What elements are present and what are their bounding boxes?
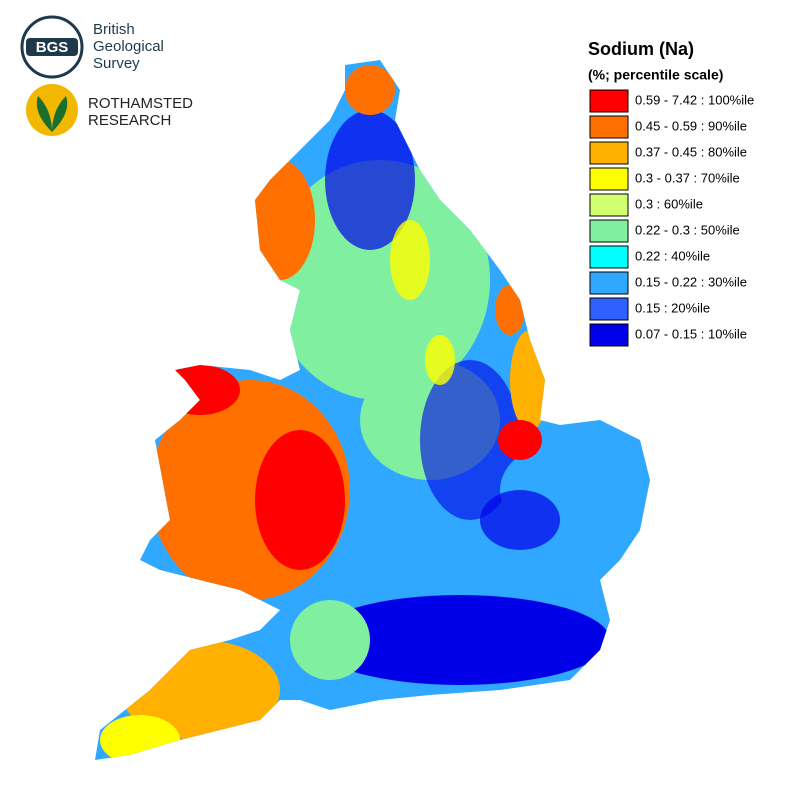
legend-swatch bbox=[589, 115, 629, 139]
legend-subtitle: (%; percentile scale) bbox=[588, 67, 723, 83]
legend-swatch bbox=[589, 271, 629, 295]
legend-label: 0.3 : 60%ile bbox=[635, 196, 703, 211]
bgs-logo: BGS British Geological Survey bbox=[20, 15, 164, 79]
legend-swatch bbox=[589, 323, 629, 347]
legend-swatch bbox=[589, 219, 629, 243]
rothamsted-line: RESEARCH bbox=[88, 112, 171, 129]
legend-swatch bbox=[589, 89, 629, 113]
legend-swatch bbox=[589, 167, 629, 191]
legend-swatch bbox=[589, 193, 629, 217]
legend: Sodium (Na) (%; percentile scale) 0.59 -… bbox=[588, 39, 754, 347]
legend-label: 0.22 : 40%ile bbox=[635, 248, 710, 263]
legend-label: 0.45 - 0.59 : 90%ile bbox=[635, 118, 747, 133]
legend-label: 0.37 - 0.45 : 80%ile bbox=[635, 144, 747, 159]
legend-swatch bbox=[589, 141, 629, 165]
legend-label: 0.59 - 7.42 : 100%ile bbox=[635, 92, 754, 107]
legend-swatch bbox=[589, 245, 629, 269]
bgs-line: Survey bbox=[93, 55, 140, 72]
rothamsted-logo: ROTHAMSTED RESEARCH bbox=[26, 84, 193, 136]
legend-label: 0.15 - 0.22 : 30%ile bbox=[635, 274, 747, 289]
legend-label: 0.07 - 0.15 : 10%ile bbox=[635, 326, 747, 341]
bgs-line: Geological bbox=[93, 38, 164, 55]
bgs-mark: BGS bbox=[36, 39, 69, 56]
legend-label: 0.15 : 20%ile bbox=[635, 300, 710, 315]
rothamsted-line: ROTHAMSTED bbox=[88, 95, 193, 112]
legend-title: Sodium (Na) bbox=[588, 39, 694, 59]
legend-label: 0.3 - 0.37 : 70%ile bbox=[635, 170, 740, 185]
legend-label: 0.22 - 0.3 : 50%ile bbox=[635, 222, 740, 237]
bgs-line: British bbox=[93, 21, 135, 38]
legend-swatch bbox=[589, 297, 629, 321]
